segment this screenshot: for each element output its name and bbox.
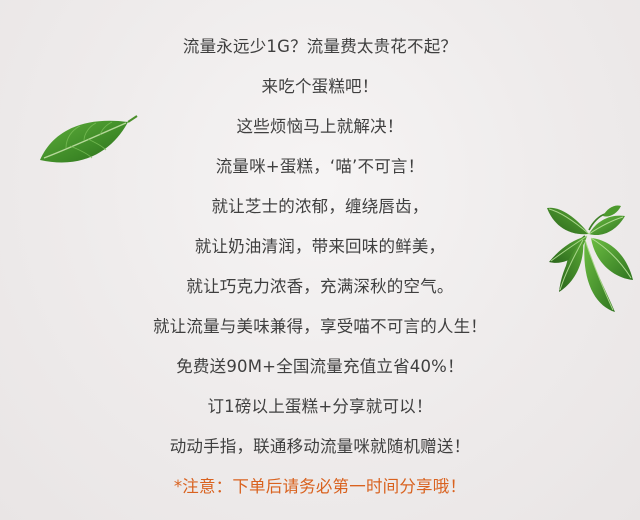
text-line: 流量永远少1G？流量费太贵花不起？ [182,37,458,56]
promo-text-block: 流量永远少1G？流量费太贵花不起？ 来吃个蛋糕吧！ 这些烦恼马上就解决！ 流量咪… [0,27,640,507]
text-line: 免费送90M+全国流量充值立省40%！ [176,357,464,376]
green-leaf-icon [40,115,138,163]
text-line: 来吃个蛋糕吧！ [261,77,379,96]
text-line: 就让奶油清润，带来回味的鲜美， [194,237,446,256]
note-text: *注意：下单后请务必第一时间分享哦！ [173,477,467,496]
text-line: 动动手指，联通移动流量咪就随机赠送！ [169,437,471,456]
leaf-sprig-icon [547,205,633,312]
text-line: 订1磅以上蛋糕+分享就可以！ [207,397,433,416]
text-line: 就让芝士的浓郁，缠绕唇齿， [211,197,429,216]
text-line: 就让巧克力浓香，充满深秋的空气。 [186,277,454,296]
text-line: 就让流量与美味兼得，享受喵不可言的人生！ [153,317,487,336]
text-line: 这些烦恼马上就解决！ [236,117,404,136]
text-line: 流量咪+蛋糕，‘喵’不可言！ [215,157,425,176]
